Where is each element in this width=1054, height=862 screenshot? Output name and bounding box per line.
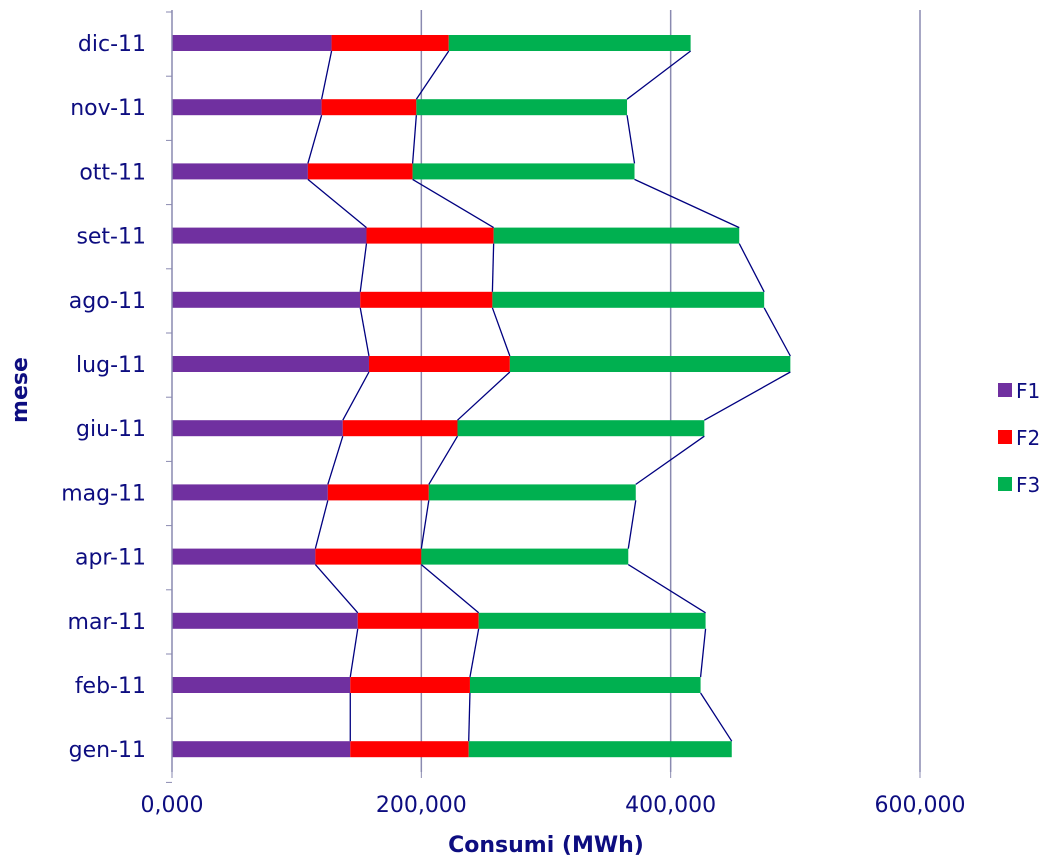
bar-f1-ott-11 — [172, 163, 308, 180]
y-tick-label: gen-11 — [69, 738, 146, 763]
bar-f2-ago-11 — [360, 291, 493, 308]
bar-f2-gen-11 — [350, 741, 469, 758]
legend-label-f3: F3 — [1016, 473, 1040, 497]
series-line-f3 — [635, 435, 705, 485]
series-line-f2 — [491, 243, 495, 292]
bar-f3-set-11 — [493, 227, 740, 244]
y-tick-label: mar-11 — [68, 610, 146, 635]
bars — [172, 35, 791, 758]
series-line-f1 — [327, 436, 344, 485]
series-line-f3 — [704, 371, 791, 421]
series-line-f1 — [359, 307, 370, 357]
bar-f1-mar-11 — [172, 612, 358, 629]
y-tick-label: lug-11 — [76, 353, 146, 378]
y-axis-title: mese — [8, 357, 33, 423]
y-tick-label: giu-11 — [76, 417, 146, 442]
bar-f3-ago-11 — [492, 291, 765, 308]
bar-f1-gen-11 — [172, 741, 351, 758]
axes: 0,000 200,000 400,000 600,000 gen-11 feb-11 ma… — [61, 10, 965, 818]
y-tick-label: ott-11 — [79, 160, 146, 185]
series-line-f1 — [314, 500, 329, 549]
x-tick-label: 0,000 — [141, 793, 204, 818]
series-line-f2 — [412, 178, 494, 229]
legend-swatch-f2 — [998, 430, 1012, 444]
series-line-f3 — [626, 115, 636, 164]
x-tick-label: 600,000 — [875, 793, 966, 818]
bar-f2-giu-11 — [342, 420, 458, 437]
series-line-f2 — [420, 564, 480, 614]
series-line-f2 — [468, 692, 471, 742]
bar-f1-feb-11 — [172, 677, 351, 693]
series-lines — [307, 50, 791, 742]
series-line-f3 — [627, 500, 637, 549]
series-line-f2 — [469, 628, 480, 678]
y-tick-label: dic-11 — [78, 32, 146, 57]
y-tick-label: mag-11 — [61, 481, 146, 506]
series-line-f3 — [700, 692, 733, 742]
bar-f3-nov-11 — [416, 99, 628, 116]
y-tick-label: feb-11 — [75, 674, 146, 699]
series-line-f1 — [342, 371, 370, 421]
bar-f1-ago-11 — [172, 291, 361, 308]
series-line-f2 — [411, 115, 417, 164]
y-tick-label: set-11 — [76, 225, 146, 250]
x-tick-label: 400,000 — [625, 793, 716, 818]
bar-f2-apr-11 — [315, 548, 422, 565]
bar-f3-dic-11 — [448, 35, 691, 51]
series-line-f3 — [627, 564, 706, 614]
x-axis-title: Consumi (MWh) — [448, 833, 644, 858]
legend-swatch-f1 — [998, 383, 1012, 397]
series-line-f3 — [738, 243, 765, 293]
series-line-f1 — [314, 564, 359, 614]
series-line-f3 — [626, 50, 692, 100]
legend-swatch-f3 — [998, 477, 1012, 491]
bar-f1-set-11 — [172, 227, 367, 244]
series-line-f2 — [457, 371, 511, 421]
series-line-f3 — [699, 628, 707, 678]
series-line-f3 — [634, 178, 740, 229]
bar-f2-feb-11 — [350, 677, 470, 693]
series-line-f1 — [320, 50, 333, 100]
y-tick-label: nov-11 — [70, 96, 146, 121]
y-tick-label: ago-11 — [69, 289, 146, 314]
bar-f3-gen-11 — [468, 741, 732, 758]
bar-f3-ott-11 — [412, 163, 635, 180]
legend-label-f2: F2 — [1016, 426, 1040, 450]
bar-f3-lug-11 — [509, 356, 791, 372]
bar-f2-set-11 — [366, 227, 494, 244]
bar-f1-mag-11 — [172, 484, 328, 501]
bar-f3-feb-11 — [469, 677, 701, 693]
bar-f3-mag-11 — [428, 484, 636, 501]
series-line-f2 — [428, 435, 459, 485]
bar-f1-giu-11 — [172, 420, 343, 437]
bar-f2-mag-11 — [327, 484, 429, 501]
bar-f3-giu-11 — [457, 420, 705, 437]
bar-f1-apr-11 — [172, 548, 316, 565]
bar-f1-dic-11 — [172, 35, 332, 51]
series-line-f2 — [420, 500, 430, 549]
bar-f2-mar-11 — [357, 612, 479, 629]
bar-f3-mar-11 — [478, 612, 706, 629]
bar-f1-lug-11 — [172, 356, 369, 372]
bar-f1-nov-11 — [172, 99, 322, 116]
series-line-f1 — [359, 243, 368, 292]
series-line-f3 — [763, 307, 791, 357]
bar-f2-ott-11 — [307, 163, 413, 180]
series-line-f1 — [349, 628, 359, 678]
x-tick-label: 200,000 — [376, 793, 467, 818]
legend: F1 F2 F3 — [998, 379, 1040, 497]
bar-f2-nov-11 — [321, 99, 417, 116]
bar-f2-dic-11 — [331, 35, 449, 51]
series-line-f1 — [307, 178, 367, 229]
y-tick-label: apr-11 — [75, 546, 146, 571]
bar-f3-apr-11 — [421, 548, 629, 565]
series-line-f1 — [307, 115, 323, 164]
series-line-f2 — [415, 50, 450, 100]
legend-label-f1: F1 — [1016, 379, 1040, 403]
series-line-f2 — [491, 307, 511, 357]
grid-lines — [420, 10, 921, 772]
bar-f2-lug-11 — [368, 356, 510, 372]
